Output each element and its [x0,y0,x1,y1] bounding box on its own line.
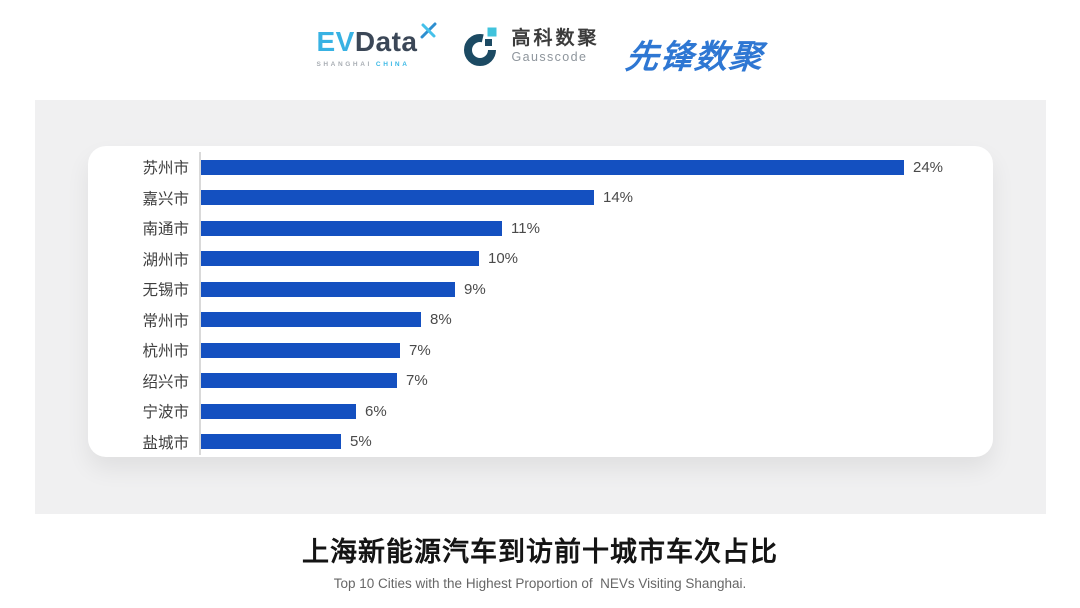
value-label: 7% [409,341,431,359]
category-label: 绍兴市 [142,373,189,391]
gausscode-g-icon [463,27,497,66]
chart-rows: 苏州市 24% 嘉兴市 14% 南通市 11% 湖州市 10% 无锡市 9% 常州市 8% 杭州市 7% 绍… [88,152,993,457]
value-label: 14% [603,189,634,207]
category-label: 嘉兴市 [142,190,189,208]
header-logos: EV Data SHANGHAI CHINA 高科数聚 Gausscode 先锋数聚 [0,20,1080,78]
bar [201,159,904,175]
bar [201,220,502,236]
category-label: 杭州市 [142,343,189,361]
chart-subtitle: Top 10 Cities with the Highest Proportio… [333,576,747,591]
y-axis-line [199,152,201,455]
bar-zone: 11% [199,220,993,237]
category-label: 苏州市 [142,160,189,178]
chart-row: 杭州市 7% [88,335,993,366]
value-label: 11% [511,219,540,237]
bar [201,403,356,419]
evdata-tagline-china: CHINA [375,61,410,68]
gausscode-text: 高科数聚 Gausscode [512,28,600,65]
bar-zone: 8% [199,311,993,328]
bar [201,190,594,206]
evdata-ev-text: EV [316,26,355,57]
bar-zone: 24% [199,159,993,176]
chart-card: 苏州市 24% 嘉兴市 14% 南通市 11% 湖州市 10% 无锡市 9% 常州市 8% 杭州市 7% 绍… [88,146,993,457]
gausscode-name-cn: 高科数聚 [511,27,600,49]
category-label: 无锡市 [142,282,189,300]
bar [201,281,455,297]
bar [201,434,341,450]
chart-panel: 苏州市 24% 嘉兴市 14% 南通市 11% 湖州市 10% 无锡市 9% 常州市 8% 杭州市 7% 绍… [35,100,1046,514]
evdata-tagline-shanghai: SHANGHAI [316,61,372,68]
chart-row: 绍兴市 7% [88,366,993,397]
category-label: 南通市 [142,221,189,239]
chart-row: 嘉兴市 14% [88,183,993,214]
chart-row: 盐城市 5% [88,427,993,458]
chart-row: 湖州市 10% [88,244,993,275]
bar-zone: 5% [199,433,993,450]
evdata-tagline: SHANGHAI CHINA [316,61,436,68]
bar-chart: 苏州市 24% 嘉兴市 14% 南通市 11% 湖州市 10% 无锡市 9% 常州市 8% 杭州市 7% 绍… [88,152,993,457]
bar-zone: 10% [199,250,993,267]
chart-row: 常州市 8% [88,305,993,336]
chart-row: 南通市 11% [88,213,993,244]
value-label: 6% [365,402,387,420]
bar-zone: 7% [199,342,993,359]
category-label: 湖州市 [142,251,189,269]
evdata-data-text: Data [354,26,418,57]
chart-caption: 上海新能源汽车到访前十城市车次占比 Top 10 Cities with the… [0,530,1080,591]
category-label: 宁波市 [142,404,189,422]
bar-zone: 14% [199,189,993,206]
bar [201,251,479,267]
bar-zone: 9% [199,281,993,298]
value-label: 10% [488,250,519,268]
value-label: 7% [406,372,428,390]
chart-row: 宁波市 6% [88,396,993,427]
bar [201,312,421,328]
chart-row: 苏州市 24% [88,152,993,183]
gausscode-logo: 高科数聚 Gausscode [463,24,600,68]
chart-title: 上海新能源汽车到访前十城市车次占比 [302,537,778,567]
bar [201,373,397,389]
evdata-x-icon [420,22,437,39]
evdata-logo: EV Data SHANGHAI CHINA [316,22,437,68]
value-label: 8% [430,311,452,329]
bar [201,342,400,358]
bar-zone: 6% [199,403,993,420]
category-label: 盐城市 [142,434,189,452]
value-label: 5% [350,433,372,451]
category-label: 常州市 [142,312,189,330]
bar-zone: 7% [199,372,993,389]
evdata-wordmark: EV Data [316,22,437,57]
value-label: 24% [913,158,944,176]
value-label: 9% [464,280,486,298]
pioneer-logo: 先锋数聚 [623,38,766,75]
chart-row: 无锡市 9% [88,274,993,305]
gausscode-name-en: Gausscode [511,50,588,65]
